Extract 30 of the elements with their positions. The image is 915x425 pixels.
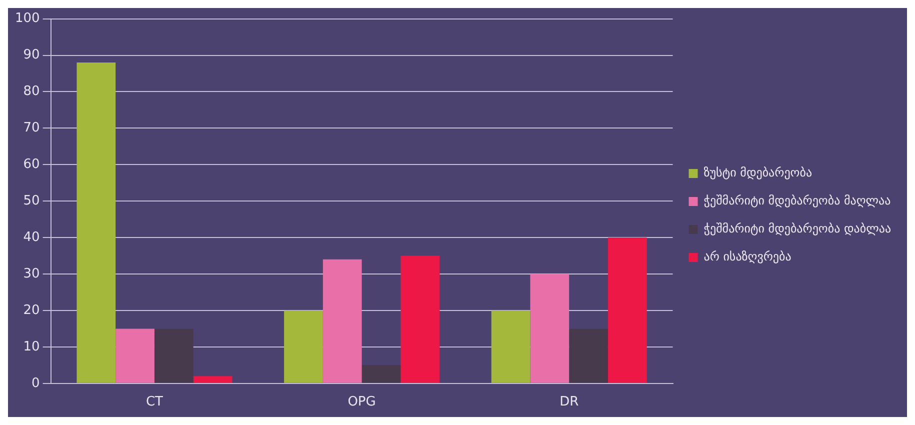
y-tick-label: 80 <box>23 84 40 100</box>
y-tick-label: 10 <box>23 339 40 354</box>
y-tick-label: 100 <box>14 11 40 26</box>
y-tick-label: 70 <box>23 120 40 136</box>
legend-label: ზუსტი მდებარეობა <box>704 166 812 180</box>
bar <box>608 238 647 383</box>
bar <box>284 310 323 383</box>
x-tick-label: DR <box>560 394 579 410</box>
legend-label: ჭეშმარიტი მდებარეობა დაბლაა <box>704 222 892 236</box>
bar <box>400 256 440 383</box>
bar <box>530 274 570 383</box>
bar <box>569 328 608 383</box>
bar <box>491 310 530 383</box>
bar <box>193 376 232 383</box>
y-tick-label: 40 <box>23 230 40 245</box>
y-tick-label: 60 <box>23 157 40 172</box>
legend-label: ჭეშმარიტი მდებარეობა მაღლაა <box>704 194 891 208</box>
bar <box>154 328 194 383</box>
y-tick-label: 0 <box>32 376 40 391</box>
y-tick-label: 90 <box>23 48 40 63</box>
y-tick-label: 20 <box>23 302 40 318</box>
bar <box>76 62 116 383</box>
bar <box>362 365 401 383</box>
y-tick-label: 50 <box>23 193 40 208</box>
bar <box>116 328 154 383</box>
x-tick-label: CT <box>146 394 164 410</box>
bar <box>322 259 362 383</box>
y-tick-label: 30 <box>23 266 40 282</box>
legend-label: არ ისაზღვრება <box>704 250 792 264</box>
x-tick-label: OPG <box>348 394 376 410</box>
